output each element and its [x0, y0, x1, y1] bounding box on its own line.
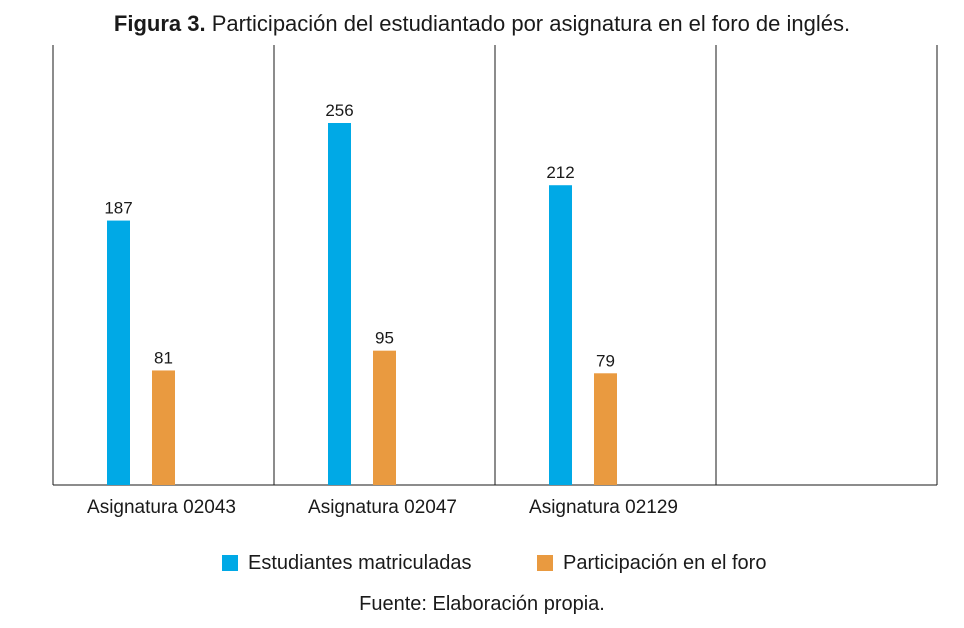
source-note: Fuente: Elaboración propia.	[359, 593, 605, 615]
bar-estudiantes	[549, 185, 572, 485]
chart-title-text: Participación del estudiantado por asign…	[205, 11, 851, 36]
chart-title-prefix: Figura 3.	[113, 11, 206, 36]
legend-label-estudiantes: Estudiantes matriculadas	[248, 552, 472, 574]
bar-estudiantes	[328, 123, 351, 485]
legend-label-participacion: Participación en el foro	[563, 552, 767, 574]
chart-title: Figura 3. Participación del estudiantado…	[0, 10, 964, 38]
legend-swatch-orange	[537, 555, 553, 571]
category-label: Asignatura 02129	[529, 497, 678, 518]
bar-participacion	[373, 350, 396, 485]
data-label: 79	[596, 351, 615, 370]
legend-item-participacion: Participación en el foro	[537, 550, 766, 576]
bar-participacion	[152, 370, 175, 485]
data-label: 187	[104, 199, 132, 218]
data-label: 256	[325, 101, 353, 120]
legend-item-estudiantes: Estudiantes matriculadas	[222, 550, 471, 576]
bar-estudiantes	[107, 220, 130, 485]
legend-swatch-blue	[222, 555, 238, 571]
bar-participacion	[594, 373, 617, 485]
data-label: 95	[375, 329, 394, 348]
category-label: Asignatura 02047	[308, 497, 457, 518]
data-label: 212	[546, 163, 574, 182]
data-label: 81	[154, 348, 173, 367]
category-label: Asignatura 02043	[87, 497, 236, 518]
